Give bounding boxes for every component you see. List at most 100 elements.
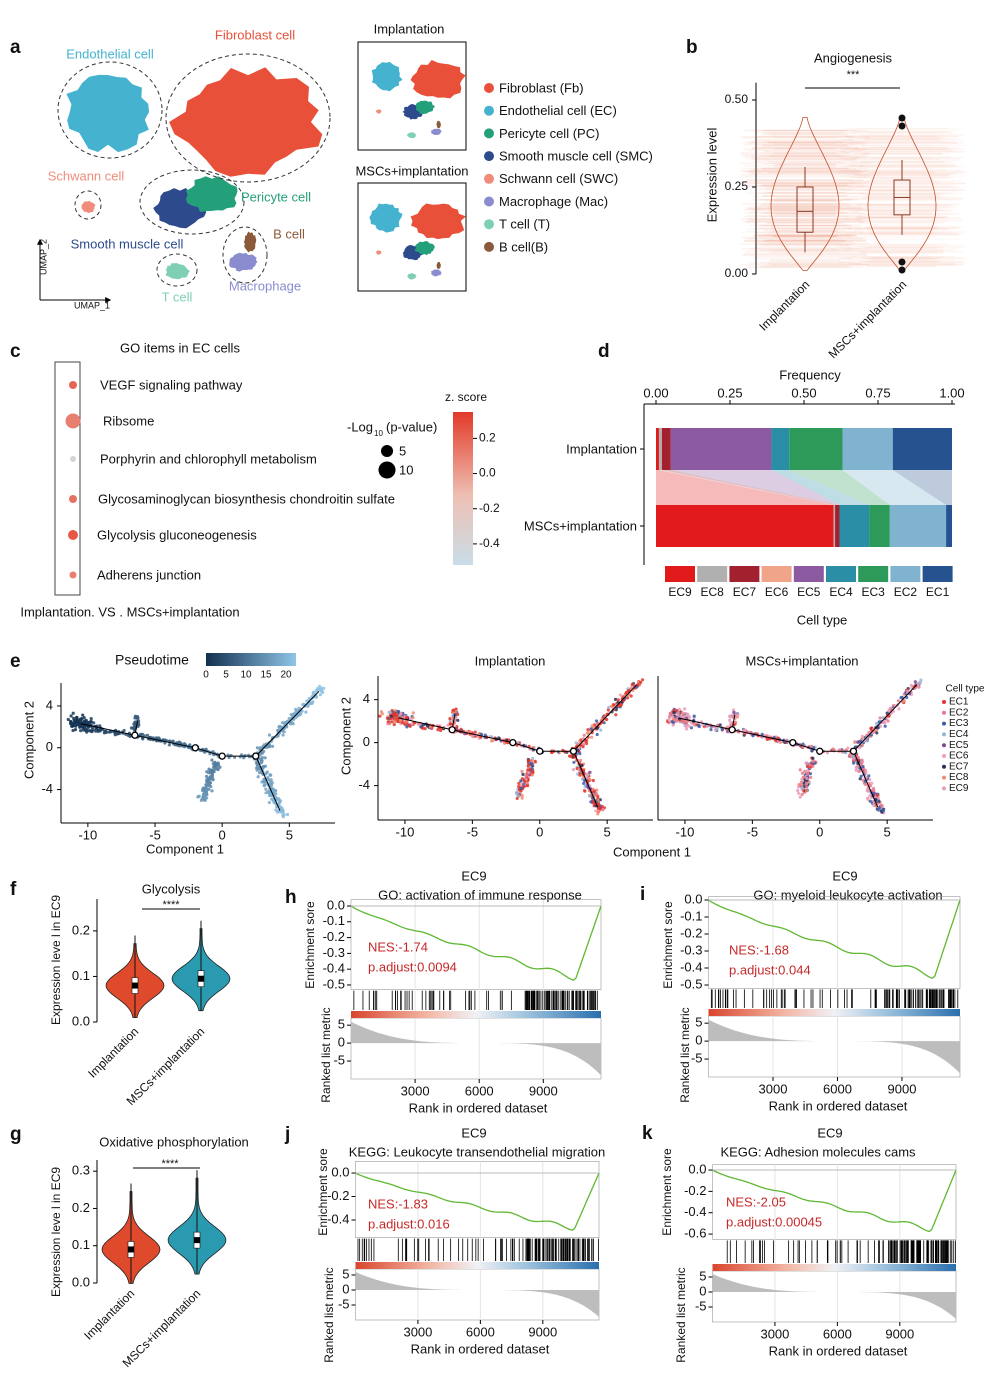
cell-point [806, 771, 810, 776]
cell-point [859, 209, 945, 211]
cell-point [770, 204, 840, 207]
cluster-outline [74, 190, 102, 220]
legend-label: EC8 [701, 585, 725, 599]
x-tick-label: 9000 [529, 1083, 558, 1098]
label: p.adjust:0.016 [368, 1216, 450, 1231]
y-tick-label: -5 [338, 1296, 350, 1311]
cell-point [89, 720, 93, 724]
cell-point [517, 794, 521, 798]
cell-point [866, 247, 938, 250]
cell-point [269, 778, 273, 782]
violin [770, 117, 840, 271]
cell-point [626, 696, 630, 700]
legend-label: EC4 [949, 729, 969, 740]
cell-point [285, 812, 290, 817]
cell-point [844, 238, 960, 241]
cell-point [696, 723, 700, 727]
cell-point [849, 181, 955, 183]
cell-point [139, 732, 143, 737]
cell-point [866, 204, 938, 206]
cell-point [79, 729, 83, 733]
cell-point [515, 796, 519, 801]
cell-point [883, 724, 887, 728]
cell-point [405, 716, 409, 720]
cell-point [877, 799, 881, 803]
label: EC9 [817, 1125, 842, 1140]
cell-point [846, 142, 958, 144]
cell-point [517, 781, 521, 786]
y-tick-label: 5 [338, 1017, 345, 1032]
go-label: Glycolysis gluconeogenesis [97, 527, 257, 542]
cell-point [287, 717, 291, 721]
cell-point [69, 721, 73, 725]
cell-point [865, 210, 939, 212]
legend-swatch [761, 566, 792, 582]
x-tick-label: 0.75 [865, 385, 890, 400]
cell-point [752, 195, 858, 198]
cell-point [204, 786, 208, 790]
cell-point [89, 729, 94, 733]
cell-point [684, 724, 689, 728]
cell-point [858, 777, 862, 781]
cell-point [399, 712, 403, 716]
cell-point [759, 203, 851, 206]
trajectory-cells [66, 684, 326, 819]
cell-point [762, 145, 848, 147]
cell-point [762, 129, 848, 132]
panel-letter: e [10, 651, 21, 672]
cell-point [519, 779, 523, 783]
x-tick-label: 0.25 [717, 385, 742, 400]
label: Ranked list metric [678, 1007, 692, 1102]
branch-node [509, 738, 517, 747]
cell-point [859, 774, 863, 778]
cluster-cells [414, 240, 435, 256]
x-tick-label: 3000 [403, 1324, 432, 1339]
branch-node [789, 738, 797, 747]
colorbar-tick-label: 5 [223, 670, 229, 681]
cell-point [744, 215, 866, 218]
cell-point [728, 715, 732, 719]
inset-frame [357, 182, 467, 292]
cell-point [842, 133, 962, 136]
es-frame [355, 1161, 600, 1238]
legend-dot [484, 105, 494, 116]
cluster-cells [376, 250, 382, 255]
cell-point [773, 147, 837, 150]
cell-point [841, 138, 963, 141]
cell-point [136, 724, 140, 729]
cell-point [865, 138, 939, 141]
label: Component 1 [613, 844, 691, 859]
es-frame [708, 896, 961, 989]
es-frame [712, 1164, 957, 1240]
cell-point [318, 693, 322, 697]
branch-node [191, 744, 199, 752]
cell-point [392, 723, 396, 727]
cell-point [849, 130, 955, 132]
size-legend-dot [378, 461, 396, 479]
label: Ranked list metric [319, 1007, 333, 1102]
cell-point [748, 215, 862, 217]
cell-point [839, 135, 965, 137]
cluster-cells [371, 61, 403, 92]
cell-point [749, 224, 861, 227]
cell-point [802, 789, 806, 793]
go-dot [65, 413, 81, 429]
cell-point [768, 222, 842, 224]
cluster-cells [406, 132, 417, 139]
cell-point [218, 765, 222, 769]
cell-point [685, 727, 689, 731]
label: Enrichment sore [661, 901, 675, 989]
cell-point [674, 717, 679, 721]
legend-dot [484, 128, 494, 139]
x-tick-label: 9000 [528, 1324, 557, 1339]
cell-point [258, 771, 262, 775]
cell-point [728, 718, 732, 722]
cell-point [770, 133, 840, 136]
go-dot [69, 571, 77, 579]
cell-point [873, 792, 877, 796]
cell-point [74, 723, 78, 727]
rank-metric [708, 1019, 960, 1074]
label: Oxidative phosphorylation [99, 1134, 249, 1149]
cell-point [863, 158, 941, 161]
cell-point [393, 709, 398, 713]
